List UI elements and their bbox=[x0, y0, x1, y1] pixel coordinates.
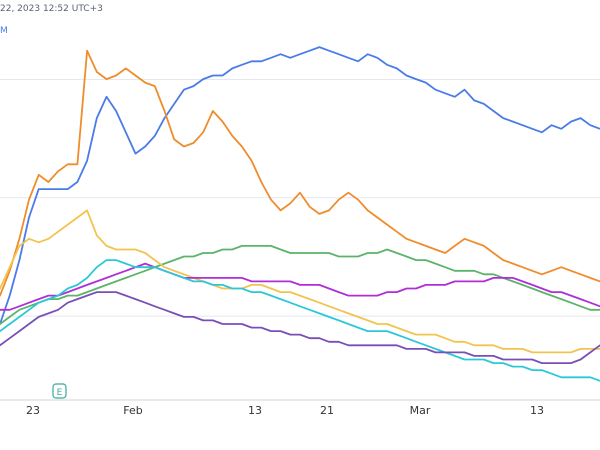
x-tick-label-4: Mar bbox=[410, 404, 431, 417]
series-line-cyan bbox=[0, 259, 600, 382]
x-tick-label-2: 13 bbox=[248, 404, 262, 417]
series-line-orange bbox=[0, 49, 600, 297]
x-tick-label-0: 23 bbox=[26, 404, 40, 417]
series-line-green bbox=[0, 244, 600, 325]
series-line-purple bbox=[0, 291, 600, 365]
event-marker-box bbox=[52, 383, 67, 399]
event-marker: E bbox=[52, 383, 67, 399]
series-line-magenta bbox=[0, 262, 600, 311]
legend-fragment: M bbox=[0, 26, 8, 36]
series-line-blue bbox=[0, 46, 600, 325]
x-tick-label-5: 13 bbox=[530, 404, 544, 417]
timestamp-label: 22, 2023 12:52 UTC+3 bbox=[0, 4, 103, 14]
series-line-yellow bbox=[0, 209, 600, 354]
x-tick-label-3: 21 bbox=[320, 404, 334, 417]
x-tick-label-1: Feb bbox=[123, 404, 142, 417]
event-marker-label: E bbox=[57, 388, 63, 398]
